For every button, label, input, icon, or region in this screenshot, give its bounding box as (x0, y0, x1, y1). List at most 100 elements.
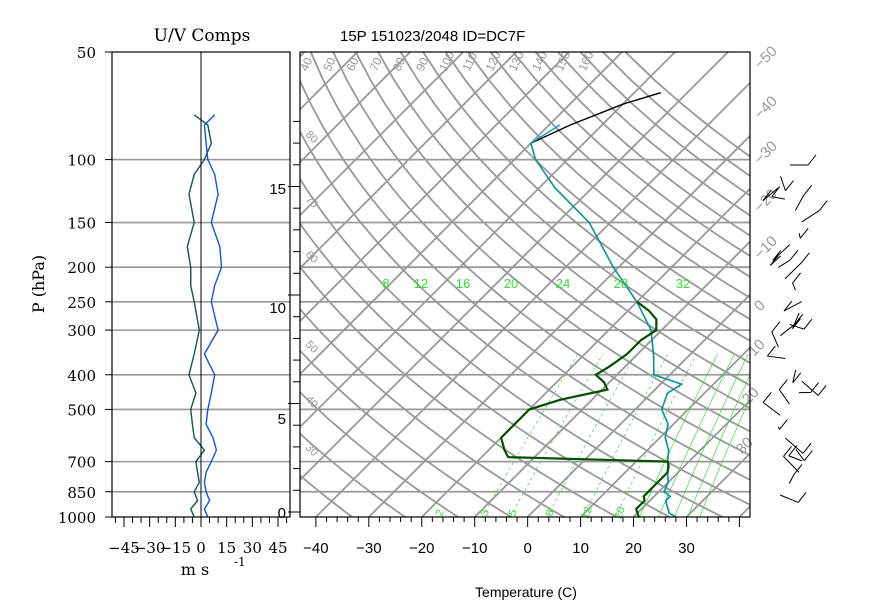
wind-barb-feather (788, 445, 798, 457)
wind-barb-feather (794, 313, 804, 325)
wind-barb-feather (792, 318, 801, 330)
dry-adiabat (300, 129, 750, 506)
isotherm (632, 399, 750, 517)
mixing-ratio-label: 16 (456, 276, 470, 291)
wind-barb-feather (783, 446, 792, 457)
skewt-plot-frame (299, 51, 751, 518)
wind-barb-shaft (795, 449, 805, 461)
temperature-isotherm-label: −40 (751, 93, 781, 123)
temperature-x-ticks: −40 −30 −20 −10 0 10 20 30 (303, 517, 740, 557)
dry-adiabat (300, 349, 513, 517)
wind-barb-shaft (788, 455, 803, 462)
isotherm (421, 187, 750, 517)
adiabat-label: 50 (303, 339, 320, 356)
uv-x-axis-label-exponent: -1 (234, 555, 246, 569)
wind-barb-shaft (771, 331, 779, 348)
wind-barb-feather (792, 372, 802, 384)
mixing-ratio-label: 28 (614, 276, 628, 291)
uv-x-tick-label: 30 (243, 539, 262, 557)
mixing-ratio-line (481, 353, 578, 517)
isotherm (368, 134, 750, 517)
mixing-ratio-line (658, 353, 735, 517)
mixing-ratio-label: 32 (676, 276, 690, 291)
uv-x-tick-label: −45 (108, 539, 140, 557)
uv-y-tick-label: 250 (67, 294, 96, 312)
uv-y-ticks: 50 100 150 200 250 300 400 500 700 850 1000 (58, 44, 112, 527)
theta-label: 50 (320, 55, 338, 73)
isotherm (300, 52, 729, 482)
isotherm (300, 52, 570, 323)
wind-barb-shaft (778, 259, 791, 268)
uv-y-tick-label: 100 (67, 152, 96, 170)
wind-barb-shaft (762, 402, 781, 416)
wind-barb-shaft (789, 323, 805, 330)
skewt-panel: 15P 151023/2048 ID=DC7F 40 50 60 70 80 90 100 1… (269, 28, 887, 600)
wind-barb-feather (817, 385, 827, 396)
dry-adiabat (309, 52, 750, 457)
wind-barb-shaft (762, 187, 779, 202)
isotherm (792, 52, 887, 517)
uv-x-tick-label: 0 (196, 539, 206, 557)
wind-barb-shaft (779, 494, 799, 503)
theta-label: 80 (390, 55, 408, 73)
dry-adiabat (300, 474, 354, 517)
mixing-ratio-line (673, 353, 749, 517)
isotherm (474, 240, 750, 517)
uv-x-tick-label: −15 (159, 539, 191, 557)
wind-barb-shaft (771, 196, 785, 200)
theta-label: 40 (297, 55, 315, 73)
temperature-isotherm-label: 0 (751, 297, 769, 315)
uv-y-tick-label: 1000 (58, 509, 96, 527)
mixing-ratio-bottom-label: 5 (506, 508, 519, 518)
wind-barb-shaft (783, 301, 803, 312)
isotherm (300, 52, 517, 270)
wind-barb-feather (799, 227, 809, 239)
uv-x-tick-label: 45 (268, 539, 287, 557)
wind-barb-feather (803, 184, 813, 196)
wind-barb-feather (772, 250, 782, 261)
wind-barb-feather (818, 200, 828, 211)
dry-adiabat (354, 52, 750, 410)
uv-series-overlay (203, 114, 222, 518)
uv-y-tick-label: 50 (77, 44, 96, 62)
wind-barb-feather (793, 464, 803, 475)
wind-barb-shaft (801, 380, 819, 396)
mixing-ratio-line (687, 374, 750, 517)
height-ticks: 0 5 10 15 (269, 120, 300, 522)
uv-y-tick-label: 700 (67, 454, 96, 472)
uv-y-tick-label: 400 (67, 367, 96, 385)
wind-barb-shaft (801, 210, 820, 223)
uv-y-tick-label: 300 (67, 322, 96, 340)
uv-components-panel: U/V Comps P (hPa) 5010015020025030040050… (29, 26, 291, 579)
temperature-tick-label: 0 (523, 540, 531, 557)
mixing-ratio-bottom-label: 3 (478, 508, 491, 518)
wind-barb-feather (771, 186, 781, 197)
wind-barb-shaft (788, 474, 795, 484)
height-label: 10 (269, 300, 286, 317)
wind-barb-shaft (794, 195, 805, 211)
isotherm (579, 346, 750, 517)
dry-adiabat (300, 516, 301, 517)
skewt-title: 15P 151023/2048 ID=DC7F (340, 28, 525, 45)
isotherm (300, 52, 676, 429)
adiabat-label: 30 (303, 442, 320, 459)
uv-title: U/V Comps (154, 26, 251, 46)
uv-series-line (203, 114, 223, 518)
wind-barb-feather (800, 252, 810, 264)
wind-barb-feather (807, 154, 817, 166)
isotherm (527, 293, 750, 517)
wind-barb-shaft (798, 233, 801, 239)
uv-x-axis-label: m s (181, 560, 209, 579)
mixing-ratio-bottom-label: 20 (612, 505, 627, 521)
wind-barb-shaft (783, 456, 800, 473)
wind-barb-feather (802, 443, 812, 454)
mixing-ratio-bottom-label: 12 (579, 505, 594, 521)
mixing-ratio-label: 8 (382, 276, 389, 291)
temperature-tick-label: 20 (625, 540, 642, 557)
wind-barb-feather (783, 300, 793, 312)
temperature-isotherm-label: 30 (733, 434, 757, 458)
sounding-profiles (499, 92, 684, 517)
uv-y-tick-label: 200 (67, 259, 96, 277)
wind-barb-feather (771, 321, 781, 333)
